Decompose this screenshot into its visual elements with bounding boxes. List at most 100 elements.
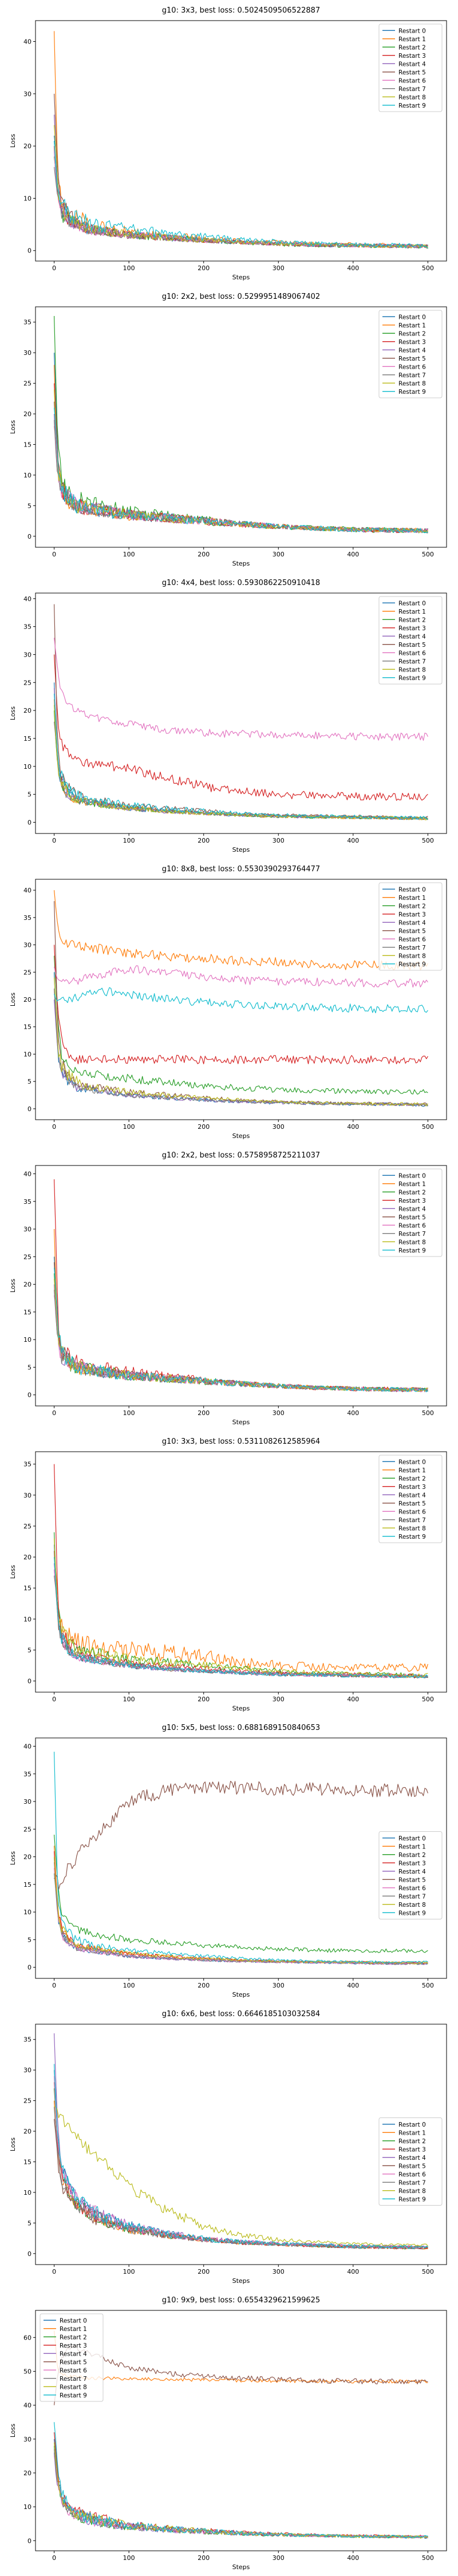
legend-entry: Restart 4 <box>398 347 426 354</box>
legend-entry: Restart 1 <box>398 2129 426 2136</box>
legend-entry: Restart 8 <box>60 2384 87 2391</box>
series-line-restart-0 <box>54 1544 428 1679</box>
series-group <box>54 604 428 821</box>
legend-entry: Restart 0 <box>398 2121 426 2128</box>
series-line-restart-8 <box>54 125 428 248</box>
series-line-restart-0 <box>54 682 428 820</box>
x-axis-label: Steps <box>232 560 250 567</box>
y-tick-label: 30 <box>23 1492 31 1499</box>
y-tick-label: 20 <box>23 2470 31 2477</box>
series-line-restart-4 <box>54 1563 428 1678</box>
y-tick-label: 0 <box>27 1392 31 1399</box>
legend-entry: Restart 7 <box>398 1231 426 1238</box>
y-tick-label: 0 <box>27 247 31 255</box>
series-line-restart-2 <box>54 955 428 1095</box>
series-line-restart-2 <box>54 1834 428 1953</box>
legend-entry: Restart 7 <box>398 86 426 93</box>
chart-title: g10: 5x5, best loss: 0.6881689150840653 <box>162 1724 320 1732</box>
x-tick-label: 200 <box>198 1696 210 1703</box>
legend-entry: Restart 2 <box>398 1852 426 1859</box>
x-tick-label: 500 <box>422 551 434 558</box>
legend-entry: Restart 1 <box>398 322 426 329</box>
legend-entry: Restart 2 <box>60 2334 87 2341</box>
y-tick-label: 0 <box>27 819 31 826</box>
y-tick-label: 35 <box>23 1198 31 1206</box>
y-tick-label: 50 <box>23 2368 31 2375</box>
chart-panel-7: g10: 5x5, best loss: 0.6881689150840653 0… <box>9 1724 447 1998</box>
series-line-restart-5 <box>54 2119 428 2250</box>
x-tick-label: 400 <box>347 1696 359 1703</box>
x-tick-label: 400 <box>347 1982 359 1989</box>
series-line-restart-9 <box>54 2064 428 2249</box>
legend-entry: Restart 9 <box>398 675 426 682</box>
legend-entry: Restart 7 <box>60 2376 87 2383</box>
x-tick-label: 500 <box>422 2554 434 2562</box>
legend-entry: Restart 8 <box>398 94 426 101</box>
y-tick-label: 35 <box>23 914 31 922</box>
legend-entry: Restart 4 <box>398 633 426 640</box>
y-tick-label: 5 <box>27 2219 31 2227</box>
y-tick-label: 15 <box>23 1585 31 1592</box>
chart-panel-1: g10: 3x3, best loss: 0.5024509506522887 0… <box>9 6 447 281</box>
y-tick-label: 10 <box>23 763 31 771</box>
y-tick-label: 25 <box>23 2097 31 2105</box>
x-tick-label: 200 <box>198 264 210 272</box>
legend-entry: Restart 8 <box>398 953 426 959</box>
plot-frame <box>35 1165 447 1406</box>
legend-entry: Restart 8 <box>398 380 426 387</box>
series-line-restart-9 <box>54 140 428 248</box>
legend-entry: Restart 1 <box>398 1467 426 1474</box>
x-tick-label: 300 <box>273 1409 285 1417</box>
series-group <box>54 315 428 534</box>
x-tick-label: 0 <box>52 1696 56 1703</box>
x-tick-label: 0 <box>52 837 56 844</box>
y-axis-label: Loss <box>9 420 17 434</box>
legend-entry: Restart 9 <box>398 2196 426 2203</box>
y-tick-label: 15 <box>23 2158 31 2166</box>
legend-entry: Restart 9 <box>398 961 426 968</box>
legend-entry: Restart 3 <box>398 625 426 632</box>
legend-entry: Restart 4 <box>398 1206 426 1212</box>
series-line-restart-6 <box>54 1569 428 1679</box>
legend-entry: Restart 4 <box>398 1868 426 1875</box>
legend-entry: Restart 0 <box>60 2317 87 2324</box>
x-axis-label: Steps <box>232 1991 250 1998</box>
legend-entry: Restart 4 <box>398 61 426 68</box>
x-tick-label: 500 <box>422 1409 434 1417</box>
y-tick-label: 25 <box>23 969 31 976</box>
series-line-restart-6 <box>54 638 428 741</box>
legend-entry: Restart 2 <box>398 1189 426 1196</box>
x-tick-label: 100 <box>123 1696 135 1703</box>
x-tick-label: 300 <box>273 1982 285 1989</box>
x-tick-label: 0 <box>52 1982 56 1989</box>
x-tick-label: 400 <box>347 837 359 844</box>
legend-box <box>378 23 443 112</box>
legend-entry: Restart 4 <box>398 919 426 926</box>
series-line-restart-9 <box>54 1752 428 1964</box>
plot-frame <box>35 592 447 834</box>
x-tick-label: 200 <box>198 2554 210 2562</box>
legend-box <box>40 2313 104 2402</box>
y-tick-label: 30 <box>23 942 31 949</box>
series-line-restart-1 <box>54 365 428 533</box>
legend-box <box>378 596 443 685</box>
legend-entry: Restart 8 <box>398 666 426 673</box>
plot-frame <box>35 306 447 548</box>
legend-entry: Restart 3 <box>398 339 426 346</box>
series-line-restart-7 <box>54 2107 428 2250</box>
x-tick-label: 400 <box>347 264 359 272</box>
chart-title: g10: 8x8, best loss: 0.5530390293764477 <box>162 865 320 874</box>
legend-entry: Restart 9 <box>398 389 426 396</box>
x-tick-label: 500 <box>422 1696 434 1703</box>
legend-entry: Restart 4 <box>398 2155 426 2162</box>
x-tick-label: 300 <box>273 1123 285 1131</box>
legend-entry: Restart 6 <box>398 936 426 943</box>
legend-entry: Restart 6 <box>398 364 426 370</box>
legend-entry: Restart 1 <box>398 895 426 902</box>
x-tick-label: 300 <box>273 1696 285 1703</box>
